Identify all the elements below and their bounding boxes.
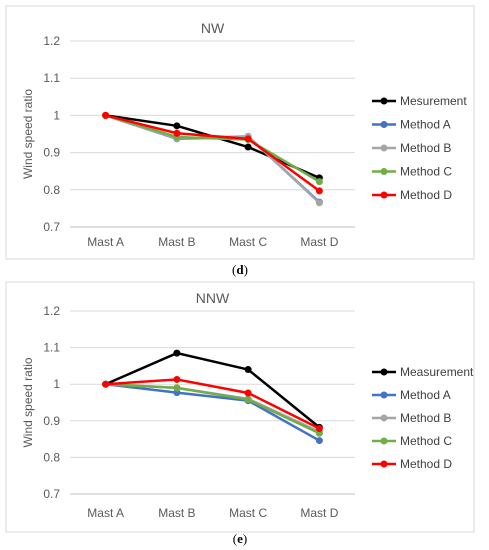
legend-marker xyxy=(380,97,388,105)
y-tick-label: 0.9 xyxy=(43,146,60,160)
series-line xyxy=(105,351,321,429)
data-point xyxy=(315,178,323,186)
legend-marker xyxy=(380,168,388,175)
data-point xyxy=(102,380,110,388)
y-tick-label: 0.8 xyxy=(43,450,60,464)
legend-marker xyxy=(380,144,388,152)
data-point xyxy=(244,143,252,151)
legend-marker xyxy=(380,437,388,445)
data-point xyxy=(244,389,252,397)
data-point xyxy=(315,424,323,432)
legend-label: Method C xyxy=(400,434,452,448)
figure-caption: (e) xyxy=(233,531,247,546)
series-line xyxy=(105,378,320,430)
data-point xyxy=(173,122,181,130)
y-tick-label: 1 xyxy=(53,108,60,122)
series-line xyxy=(105,114,321,183)
x-tick-label: Mast B xyxy=(158,235,195,249)
y-tick-label: 1.1 xyxy=(43,71,60,85)
chart-title: NNW xyxy=(196,290,230,306)
chart-2: 0.7 0.8 0.9 1 1.1 1.2 Mast A Mast B Mast C Mast D… xyxy=(5,281,475,546)
x-tick-label: Mast C xyxy=(229,506,267,520)
data-point xyxy=(173,129,181,137)
y-tick-label: 0.8 xyxy=(43,183,60,197)
legend-marker xyxy=(380,191,388,199)
legend-label: Measurement xyxy=(400,365,474,379)
x-tick-label: Mast D xyxy=(300,235,338,249)
data-point xyxy=(244,396,252,404)
data-point xyxy=(315,437,323,445)
chart-frame xyxy=(5,5,475,260)
x-tick-label: Mast A xyxy=(87,506,124,520)
y-tick-label: 1 xyxy=(53,377,60,391)
legend-label: Method B xyxy=(400,141,451,155)
y-tick-label: 0.7 xyxy=(43,487,60,501)
legend-marker xyxy=(380,368,388,376)
x-tick-label: Mast B xyxy=(158,506,195,520)
chart-1: 0.7 0.8 0.9 1 1.1 1.2 Mast A Mast B Mast C Mast D… xyxy=(5,5,475,277)
y-tick-label: 0.7 xyxy=(43,220,60,234)
legend-marker xyxy=(380,391,388,399)
y-axis-label: Wind speed ratio xyxy=(21,89,35,179)
x-tick-label: Mast C xyxy=(229,235,267,249)
legend-label: Method D xyxy=(400,188,452,202)
data-point xyxy=(173,349,181,357)
data-point xyxy=(315,187,323,195)
x-tick-label: Mast D xyxy=(300,506,338,520)
data-point xyxy=(173,375,181,383)
data-point xyxy=(244,366,252,374)
legend-label: Method B xyxy=(400,411,451,425)
y-tick-label: 0.9 xyxy=(43,414,60,428)
data-point xyxy=(315,199,323,207)
data-point xyxy=(244,135,252,143)
chart-frame xyxy=(5,281,475,533)
y-axis-label: Wind speed ratio xyxy=(21,357,35,447)
legend-marker xyxy=(380,414,388,422)
data-point xyxy=(173,384,181,392)
y-tick-label: 1.2 xyxy=(43,34,60,48)
x-tick-label: Mast A xyxy=(87,235,124,249)
legend-label: Method A xyxy=(400,388,451,402)
y-tick-label: 1.2 xyxy=(43,304,60,318)
legend-marker xyxy=(380,121,388,128)
legend-marker xyxy=(380,460,388,468)
series-line xyxy=(105,382,320,435)
y-tick-label: 1.1 xyxy=(43,341,60,355)
series-line xyxy=(105,382,320,442)
legend-label: Method D xyxy=(400,457,452,471)
legend-label: Method A xyxy=(400,118,451,132)
series-line xyxy=(105,114,321,192)
chart-title: NW xyxy=(201,20,225,36)
data-point xyxy=(102,111,110,119)
legend-label: Mesurement xyxy=(400,94,467,108)
legend-label: Method C xyxy=(400,165,452,179)
figure-caption: (d) xyxy=(232,262,248,277)
